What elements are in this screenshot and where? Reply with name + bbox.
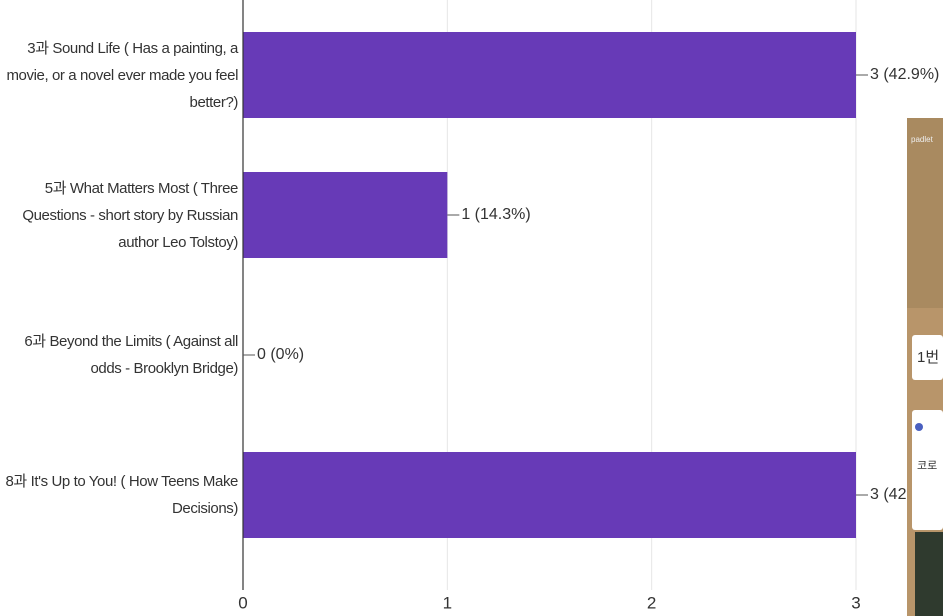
bar xyxy=(243,452,856,538)
overlay-avatar xyxy=(915,423,923,431)
bar xyxy=(243,172,448,258)
overlay-text: 코로 xyxy=(917,460,937,472)
overlay-photo xyxy=(915,532,943,616)
x-tick-label: 3 xyxy=(851,593,860,612)
x-tick-label: 1 xyxy=(443,593,452,612)
overlay-text: 1번 xyxy=(917,349,939,366)
category-label: 5과 What Matters Most ( Three Questions -… xyxy=(22,179,238,251)
value-label: 0 (0%) xyxy=(257,346,304,363)
category-label: 3과 Sound Life ( Has a painting, a movie,… xyxy=(6,39,238,111)
category-label: 8과 It's Up to You! ( How Teens Make Deci… xyxy=(5,473,238,517)
overlay-card xyxy=(912,335,943,380)
overlay-image: padlet 1번 코로 xyxy=(907,118,943,616)
overlay-card xyxy=(912,410,943,530)
category-label: 6과 Beyond the Limits ( Against all odds … xyxy=(24,333,238,377)
x-tick-label: 0 xyxy=(238,593,247,612)
overlay-text: padlet xyxy=(911,135,934,144)
x-tick-label: 2 xyxy=(647,593,656,612)
value-label: 1 (14.3%) xyxy=(461,206,530,223)
bar xyxy=(243,32,856,118)
overlay-band xyxy=(907,118,943,308)
value-label: 3 (42.9%) xyxy=(870,66,939,83)
